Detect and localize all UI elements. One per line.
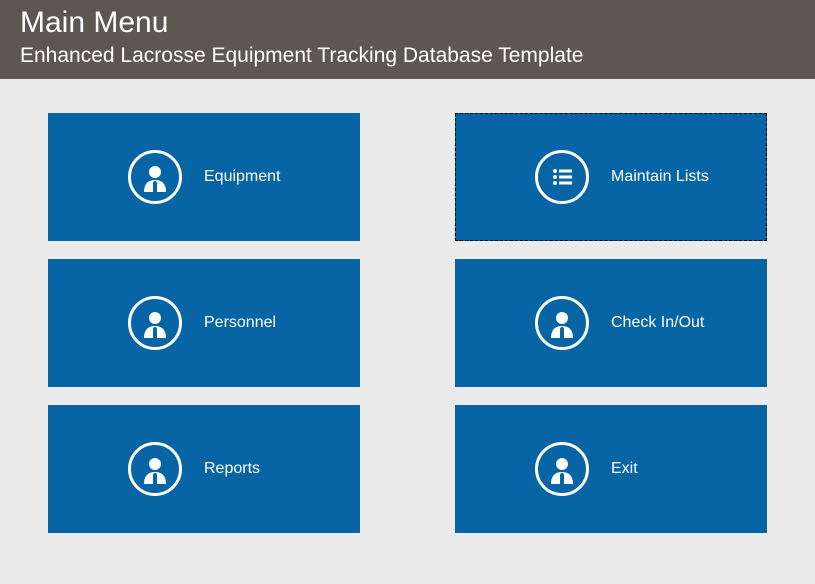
header: Main Menu Enhanced Lacrosse Equipment Tr… <box>0 0 815 79</box>
person-icon <box>128 442 182 496</box>
tile-check-in-out[interactable]: Check In/Out <box>455 259 767 387</box>
tile-exit[interactable]: Exit <box>455 405 767 533</box>
tile-label: Reports <box>204 460 260 478</box>
page-subtitle: Enhanced Lacrosse Equipment Tracking Dat… <box>20 43 795 68</box>
person-icon <box>535 296 589 350</box>
list-icon <box>535 150 589 204</box>
tile-label: Personnel <box>204 314 276 332</box>
tile-personnel[interactable]: Personnel <box>48 259 360 387</box>
tile-label: Maintain Lists <box>611 168 709 186</box>
tile-maintain-lists[interactable]: Maintain Lists <box>455 113 767 241</box>
tile-reports[interactable]: Reports <box>48 405 360 533</box>
tile-equipment[interactable]: Equipment <box>48 113 360 241</box>
tile-label: Exit <box>611 460 638 478</box>
page-title: Main Menu <box>20 6 795 41</box>
menu-grid: Equipment Maintain Lists Personnel <box>0 79 815 567</box>
person-icon <box>128 296 182 350</box>
tile-label: Check In/Out <box>611 314 704 332</box>
tile-label: Equipment <box>204 168 281 186</box>
person-icon <box>128 150 182 204</box>
person-icon <box>535 442 589 496</box>
